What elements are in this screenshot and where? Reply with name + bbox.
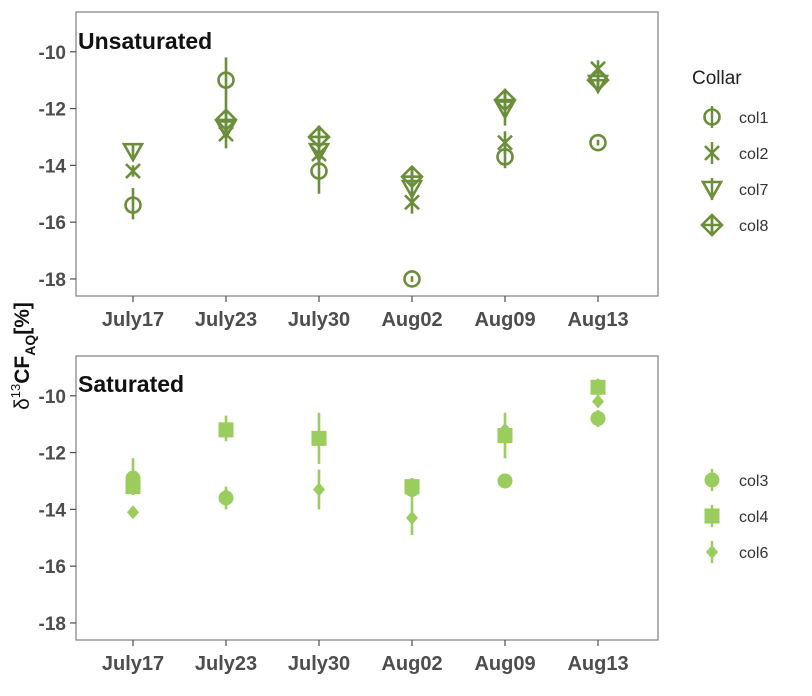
col8-point-Aug02 bbox=[400, 164, 424, 189]
unsaturated-x-tick-label: July23 bbox=[195, 309, 257, 331]
saturated-x-tick-label: July23 bbox=[195, 653, 257, 675]
col1-point-Aug02 bbox=[403, 270, 421, 288]
saturated-marks bbox=[125, 378, 606, 535]
unsaturated-x-tick-label: Aug02 bbox=[381, 309, 442, 331]
col2-point-Aug02 bbox=[404, 194, 420, 211]
y-axis-label: δ13CFAQ[%] bbox=[8, 302, 38, 410]
col6-point-July17 bbox=[127, 505, 139, 520]
col4-point-July23 bbox=[218, 422, 234, 438]
unsaturated-y-tick-label: -12 bbox=[39, 100, 66, 121]
col2-point-Aug09 bbox=[497, 134, 513, 151]
triangle-down-open-icon bbox=[700, 180, 724, 201]
saturated-panel-frame bbox=[75, 355, 659, 641]
saturated-y-tick-label: -10 bbox=[39, 387, 66, 408]
unsaturated-y-tick-label: -14 bbox=[39, 156, 67, 177]
legend-col6-label: col6 bbox=[739, 545, 768, 562]
legend-col4-label: col4 bbox=[739, 509, 768, 526]
col4-point-Aug13 bbox=[590, 379, 606, 395]
unsaturated-marks bbox=[121, 57, 610, 288]
saturated-x-tick-label: Aug13 bbox=[567, 653, 628, 675]
unsaturated-y-tick-label: -10 bbox=[39, 43, 66, 64]
legend-col1-label: col1 bbox=[739, 110, 768, 127]
x-mark-icon bbox=[704, 145, 720, 161]
y-label-subscript: AQ bbox=[22, 335, 38, 356]
legend-unsaturated: col1 col2 col7 col8 bbox=[700, 106, 768, 237]
circle-open-icon bbox=[703, 108, 721, 126]
legend-saturated: col3 col4 col6 bbox=[704, 469, 768, 563]
y-label-suffix: [%] bbox=[11, 302, 34, 335]
legend-col7-label: col7 bbox=[739, 182, 768, 199]
saturated-y-tick-label: -12 bbox=[39, 444, 66, 465]
col6-point-July23 bbox=[220, 488, 232, 503]
col4-point-July30 bbox=[311, 430, 327, 446]
y-label-superscript: 13 bbox=[8, 384, 23, 398]
y-label-main: CF bbox=[11, 356, 34, 384]
col1-point-Aug13 bbox=[589, 133, 607, 152]
saturated-x-tick-label: Aug09 bbox=[474, 653, 535, 675]
col4-point-July17 bbox=[125, 479, 141, 495]
saturated-y-tick-label: -18 bbox=[39, 614, 66, 635]
legend-title: Collar bbox=[692, 68, 742, 89]
saturated-axes: -10 -12 -14 -16 -18 July17 July23 July30 Aug02 Au… bbox=[39, 387, 629, 675]
col8-point-July30 bbox=[307, 125, 331, 149]
diamond-plus-open-icon bbox=[700, 213, 724, 237]
unsaturated-axes: -10 -12 -14 -16 -18 July17 July23 July30 Aug02 Au… bbox=[39, 43, 629, 331]
legend-col8-label: col8 bbox=[739, 218, 768, 235]
saturated-x-tick-label: Aug02 bbox=[381, 653, 442, 675]
saturated-y-tick-label: -14 bbox=[39, 500, 67, 521]
col3-point-Aug13 bbox=[590, 410, 606, 426]
unsaturated-x-tick-label: July30 bbox=[288, 309, 350, 331]
saturated-y-tick-label: -16 bbox=[39, 557, 66, 578]
col6-point-Aug13 bbox=[592, 394, 604, 409]
unsaturated-x-tick-label: July17 bbox=[102, 309, 164, 331]
col2-point-July17 bbox=[125, 163, 141, 179]
diamond-filled-icon bbox=[706, 545, 718, 559]
saturated-x-tick-label: July30 bbox=[288, 653, 350, 675]
legend-col2-label: col2 bbox=[739, 146, 768, 163]
unsaturated-y-tick-label: -16 bbox=[39, 213, 66, 234]
unsaturated-x-tick-label: Aug13 bbox=[567, 309, 628, 331]
col8-point-July23 bbox=[214, 108, 238, 132]
col8-point-Aug09 bbox=[493, 88, 517, 112]
unsaturated-panel-frame bbox=[75, 11, 659, 297]
col4-point-Aug02 bbox=[404, 479, 420, 495]
col6-point-Aug02 bbox=[406, 510, 418, 525]
circle-filled-icon bbox=[704, 472, 720, 488]
col1-point-July23 bbox=[217, 71, 235, 89]
saturated-x-tick-label: July17 bbox=[102, 653, 164, 675]
legend-col3-label: col3 bbox=[739, 473, 768, 490]
saturated-panel-title: Saturated bbox=[78, 371, 184, 397]
square-filled-icon bbox=[704, 508, 720, 524]
unsaturated-panel-title: Unsaturated bbox=[78, 28, 212, 54]
col6-point-Aug09 bbox=[499, 422, 511, 437]
unsaturated-x-tick-label: Aug09 bbox=[474, 309, 535, 331]
y-label-delta: δ bbox=[11, 398, 34, 410]
col8-point-Aug13 bbox=[586, 68, 610, 92]
col7-point-July17 bbox=[121, 142, 145, 163]
col6-point-July30 bbox=[313, 482, 325, 497]
col1-point-July17 bbox=[124, 196, 142, 214]
col3-point-Aug09 bbox=[497, 473, 513, 489]
unsaturated-y-tick-label: -18 bbox=[39, 270, 66, 291]
